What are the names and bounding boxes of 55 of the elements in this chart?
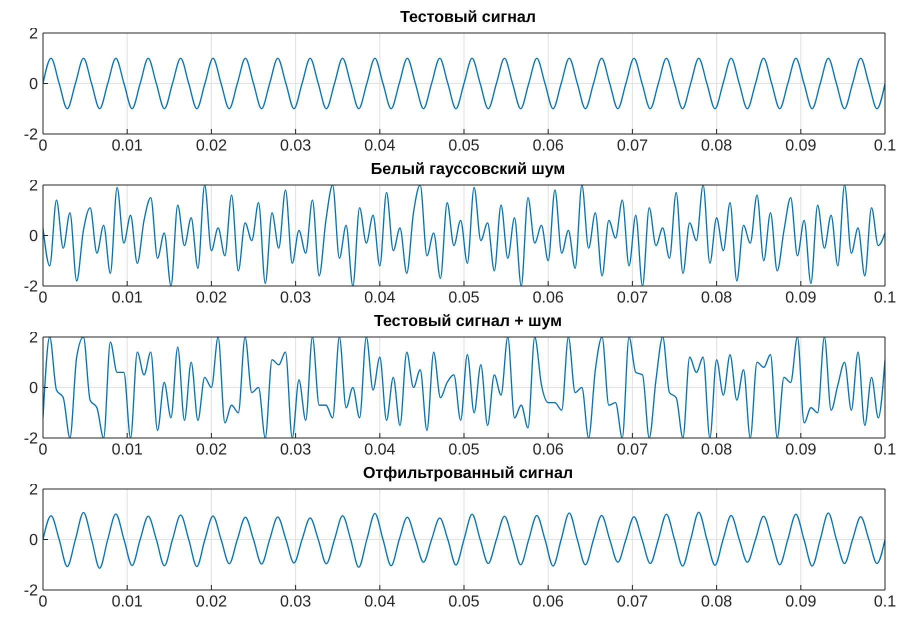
x-tick-label: 0.01 <box>112 137 143 154</box>
x-tick-label: 0.02 <box>196 137 228 154</box>
x-tick-label: 0.01 <box>112 289 143 306</box>
y-tick-label: -2 <box>24 430 38 448</box>
x-tick-label: 0.07 <box>616 289 648 306</box>
x-tick-label: 0.1 <box>874 137 896 154</box>
x-tick-label: 0.09 <box>785 137 816 154</box>
chart-title: Белый гауссовский шум <box>370 161 566 178</box>
x-tick-label: 0.01 <box>112 593 143 610</box>
x-tick-label: 0.03 <box>280 441 312 458</box>
chart-title: Тестовый сигнал + шум <box>374 313 562 330</box>
x-tick-label: 0.06 <box>532 593 564 610</box>
x-tick-label: 0.03 <box>280 137 312 154</box>
y-tick-label: 0 <box>29 380 38 398</box>
x-tick-label: 0.09 <box>785 289 816 306</box>
x-tick-label: 0.08 <box>701 289 732 306</box>
x-tick-label: 0.07 <box>616 137 648 154</box>
x-tick-label: 0.01 <box>112 441 143 458</box>
chart-title: Тестовый сигнал <box>400 9 536 26</box>
x-tick-label: 0.08 <box>701 441 732 458</box>
x-tick-label: 0.05 <box>448 441 480 458</box>
x-tick-label: 0.08 <box>701 593 732 610</box>
x-tick-label: 0.06 <box>532 441 564 458</box>
x-tick-label: 0.02 <box>196 441 228 458</box>
x-tick-label: 0.02 <box>196 289 228 306</box>
x-tick-label: 0.06 <box>532 289 564 306</box>
x-tick-label: 0.04 <box>364 289 396 306</box>
x-tick-label: 0.06 <box>532 137 564 154</box>
x-tick-label: 0.09 <box>785 593 816 610</box>
y-tick-label: -2 <box>24 126 38 144</box>
y-tick-label: -2 <box>24 278 38 296</box>
x-tick-label: 0.05 <box>448 137 480 154</box>
x-tick-label: 0.03 <box>280 289 312 306</box>
y-tick-label: 0 <box>29 532 38 550</box>
y-tick-label: 0 <box>29 76 38 94</box>
line-series <box>43 185 885 286</box>
x-tick-label: 0.1 <box>874 441 896 458</box>
x-tick-label: 0.07 <box>616 441 648 458</box>
x-tick-label: 0.08 <box>701 137 732 154</box>
x-tick-label: 0.03 <box>280 593 312 610</box>
x-tick-label: 0.1 <box>874 289 896 306</box>
x-tick-label: 0.04 <box>364 441 396 458</box>
x-tick-label: 0.05 <box>448 289 480 306</box>
x-tick-label: 0.1 <box>874 593 896 610</box>
x-tick-label: 0.02 <box>196 593 228 610</box>
x-tick-label: 0.05 <box>448 593 480 610</box>
x-tick-label: 0.09 <box>785 441 816 458</box>
line-series <box>43 337 885 438</box>
y-tick-label: 0 <box>29 228 38 246</box>
x-tick-label: 0.04 <box>364 593 396 610</box>
y-tick-label: -2 <box>24 582 38 600</box>
x-tick-label: 0.07 <box>616 593 648 610</box>
x-tick-label: 0.04 <box>364 137 396 154</box>
line-series <box>43 512 885 569</box>
chart-title: Отфильтрованный сигнал <box>362 465 573 482</box>
